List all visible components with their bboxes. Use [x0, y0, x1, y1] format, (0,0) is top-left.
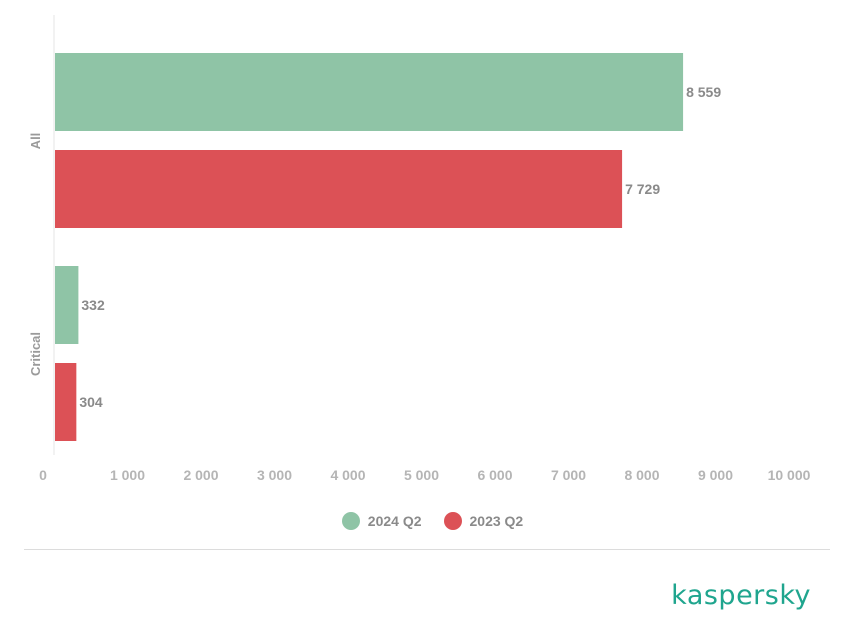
legend-label-2023-q2: 2023 Q2 [469, 513, 524, 529]
x-tick-label: 4 000 [330, 467, 365, 483]
legend: 2024 Q2 2023 Q2 [0, 512, 865, 530]
bar-all-2024-q2[interactable] [55, 53, 684, 131]
x-tick-label: 2 000 [183, 467, 218, 483]
x-tick-label: 6 000 [477, 467, 512, 483]
data-label-critical-2023-q2: 304 [79, 394, 103, 410]
legend-item-2023-q2[interactable]: 2023 Q2 [443, 512, 524, 530]
x-tick-label: 7 000 [551, 467, 586, 483]
x-tick-label: 10 000 [768, 467, 811, 483]
data-label-all-2024-q2: 8 559 [686, 84, 721, 100]
bar-critical-2023-q2[interactable] [55, 363, 77, 441]
x-tick-label: 3 000 [257, 467, 292, 483]
legend-item-2024-q2[interactable]: 2024 Q2 [341, 512, 422, 530]
x-tick-label: 9 000 [698, 467, 733, 483]
data-label-critical-2024-q2: 332 [81, 297, 105, 313]
category-label-critical: Critical [28, 332, 43, 376]
bar-critical-2024-q2[interactable] [55, 266, 79, 344]
kaspersky-logo: kaspersky [671, 580, 811, 611]
data-label-all-2023-q2: 7 729 [625, 181, 660, 197]
footer-divider [24, 549, 830, 550]
legend-marker-2024-q2 [341, 512, 360, 530]
x-tick-label: 1 000 [110, 467, 145, 483]
category-label-all: All [28, 133, 43, 150]
x-tick-label: 0 [39, 467, 47, 483]
x-tick-label: 8 000 [624, 467, 659, 483]
x-tick-label: 5 000 [404, 467, 439, 483]
bar-chart: 0 1 000 2 000 3 000 4 000 5 000 6 000 7 000 8 00… [28, 15, 811, 483]
legend-marker-2023-q2 [443, 512, 462, 530]
legend-label-2024-q2: 2024 Q2 [367, 513, 422, 529]
bar-all-2023-q2[interactable] [55, 150, 623, 228]
